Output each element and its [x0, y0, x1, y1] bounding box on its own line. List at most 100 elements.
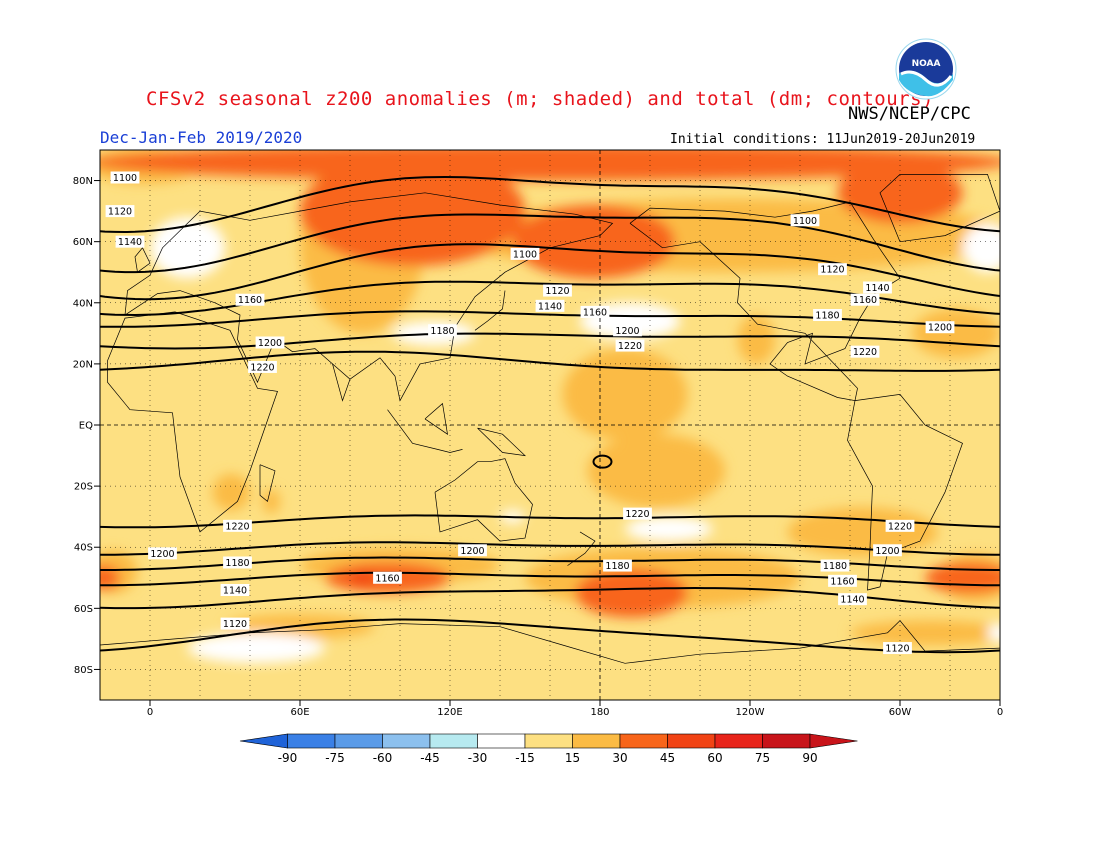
coastline — [629, 201, 901, 402]
svg-text:1200: 1200 — [460, 546, 484, 557]
contour-label: 1160 — [373, 571, 402, 584]
contour-label: 1220 — [850, 345, 880, 358]
colorbar-label: 60 — [707, 751, 722, 765]
svg-text:1140: 1140 — [840, 595, 864, 606]
colorbar-label: 15 — [565, 751, 580, 765]
colorbar-label: -60 — [373, 751, 393, 765]
contour-label: 1220 — [223, 519, 252, 532]
svg-text:1180: 1180 — [225, 558, 249, 569]
colorbar-label: -30 — [468, 751, 488, 765]
svg-text:1200: 1200 — [928, 323, 952, 334]
contour-label: 1200 — [255, 336, 285, 349]
contour-line — [100, 175, 1000, 234]
colorbar-label: 30 — [612, 751, 627, 765]
contour-label: 1160 — [850, 293, 880, 306]
svg-text:1180: 1180 — [815, 311, 839, 322]
anomaly-region — [350, 571, 375, 584]
contour-label: 1200 — [148, 547, 177, 560]
figure-title: CFSv2 seasonal z200 anomalies (m; shaded… — [146, 88, 934, 110]
colorbar-segment — [287, 733, 336, 749]
latitude-label: 80S — [74, 665, 93, 676]
logo-text: NOAA — [912, 59, 941, 69]
anomaly-region — [100, 565, 120, 590]
svg-text:1120: 1120 — [885, 644, 909, 655]
svg-text:1220: 1220 — [853, 347, 877, 358]
anomaly-region — [850, 620, 1000, 645]
svg-text:1200: 1200 — [258, 338, 282, 349]
longitude-labels: 0 60E 120E 180 120W 60W 0 — [147, 700, 1003, 718]
colorbar-segment — [239, 733, 288, 749]
svg-text:1220: 1220 — [225, 521, 249, 532]
svg-text:1180: 1180 — [430, 326, 454, 337]
contour-line — [100, 310, 1000, 328]
contour-label: 1120 — [543, 284, 572, 297]
coastline — [387, 409, 463, 453]
contour-label: 1140 — [838, 593, 867, 606]
anomaly-region — [625, 516, 713, 542]
latitude-label: 40N — [73, 298, 93, 309]
contour-label: 1220 — [615, 339, 645, 352]
colorbar-segment — [572, 733, 621, 749]
latitude-label: 20N — [73, 359, 93, 370]
contour-label: 1120 — [105, 205, 135, 218]
anomaly-region — [737, 315, 775, 364]
svg-text:1120: 1120 — [223, 619, 247, 630]
svg-text:1220: 1220 — [888, 521, 912, 532]
contour-label: 1200 — [873, 544, 902, 557]
anomaly-region — [925, 562, 1000, 594]
svg-text:1160: 1160 — [830, 576, 854, 587]
contour-label: 1100 — [110, 171, 140, 184]
season-label: Dec-Jan-Feb 2019/2020 — [100, 128, 303, 147]
contour-label: 1160 — [235, 293, 265, 306]
contour-label: 1140 — [115, 235, 145, 248]
contour-line — [100, 541, 1000, 556]
colorbar-segment — [477, 733, 526, 749]
colorbar-label: -90 — [278, 751, 298, 765]
coastline — [434, 458, 533, 542]
contour-label: 1180 — [813, 309, 842, 322]
contour-label: 1160 — [828, 574, 857, 587]
svg-text:1140: 1140 — [865, 283, 889, 294]
latitude-label: 20S — [74, 482, 93, 493]
svg-text:1120: 1120 — [820, 265, 844, 276]
colorbar-label: 75 — [755, 751, 770, 765]
svg-text:1180: 1180 — [823, 561, 847, 572]
coastline — [124, 192, 614, 402]
colorbar-segment — [762, 733, 811, 749]
svg-text:1200: 1200 — [615, 326, 639, 337]
coastline — [259, 464, 276, 503]
svg-text:1180: 1180 — [605, 561, 629, 572]
colorbar-label: -75 — [325, 751, 345, 765]
anomaly-region — [512, 205, 675, 279]
coastline — [332, 363, 351, 402]
colorbar: -90 -75 -60 -45 -30 -15 15 30 45 60 75 90 — [239, 733, 858, 765]
longitude-label: 120W — [736, 707, 765, 718]
agency-label: NWS/NCEP/CPC — [848, 104, 971, 124]
longitude-label: 180 — [590, 707, 609, 718]
latitude-labels: 80N 60N 40N 20N EQ 20S 40S 60S 80S — [73, 176, 100, 676]
contour-line — [100, 350, 1000, 372]
anomaly-region — [575, 568, 688, 618]
contour-label: 1220 — [623, 507, 652, 520]
colorbar-segment — [714, 733, 763, 749]
anomaly-region — [962, 223, 1000, 273]
contour-label: 1180 — [820, 559, 850, 572]
contour-label: 1140 — [535, 299, 565, 312]
anomaly-region — [187, 632, 325, 664]
colorbar-segment — [382, 733, 431, 749]
longitude-label: 0 — [997, 707, 1003, 718]
noaa-logo-icon: NOAA — [895, 38, 957, 100]
anomaly-region — [912, 308, 1000, 358]
latitude-label: EQ — [79, 421, 93, 432]
contour-label: 1120 — [883, 642, 912, 655]
svg-text:1220: 1220 — [618, 341, 642, 352]
svg-text:1100: 1100 — [513, 249, 537, 260]
svg-text:1160: 1160 — [853, 295, 877, 306]
svg-text:1220: 1220 — [250, 362, 274, 373]
svg-text:1120: 1120 — [108, 207, 132, 218]
contour-line — [100, 243, 1000, 301]
svg-text:1200: 1200 — [150, 549, 174, 560]
longitude-label: 0 — [147, 707, 153, 718]
anomaly-region — [225, 614, 375, 639]
